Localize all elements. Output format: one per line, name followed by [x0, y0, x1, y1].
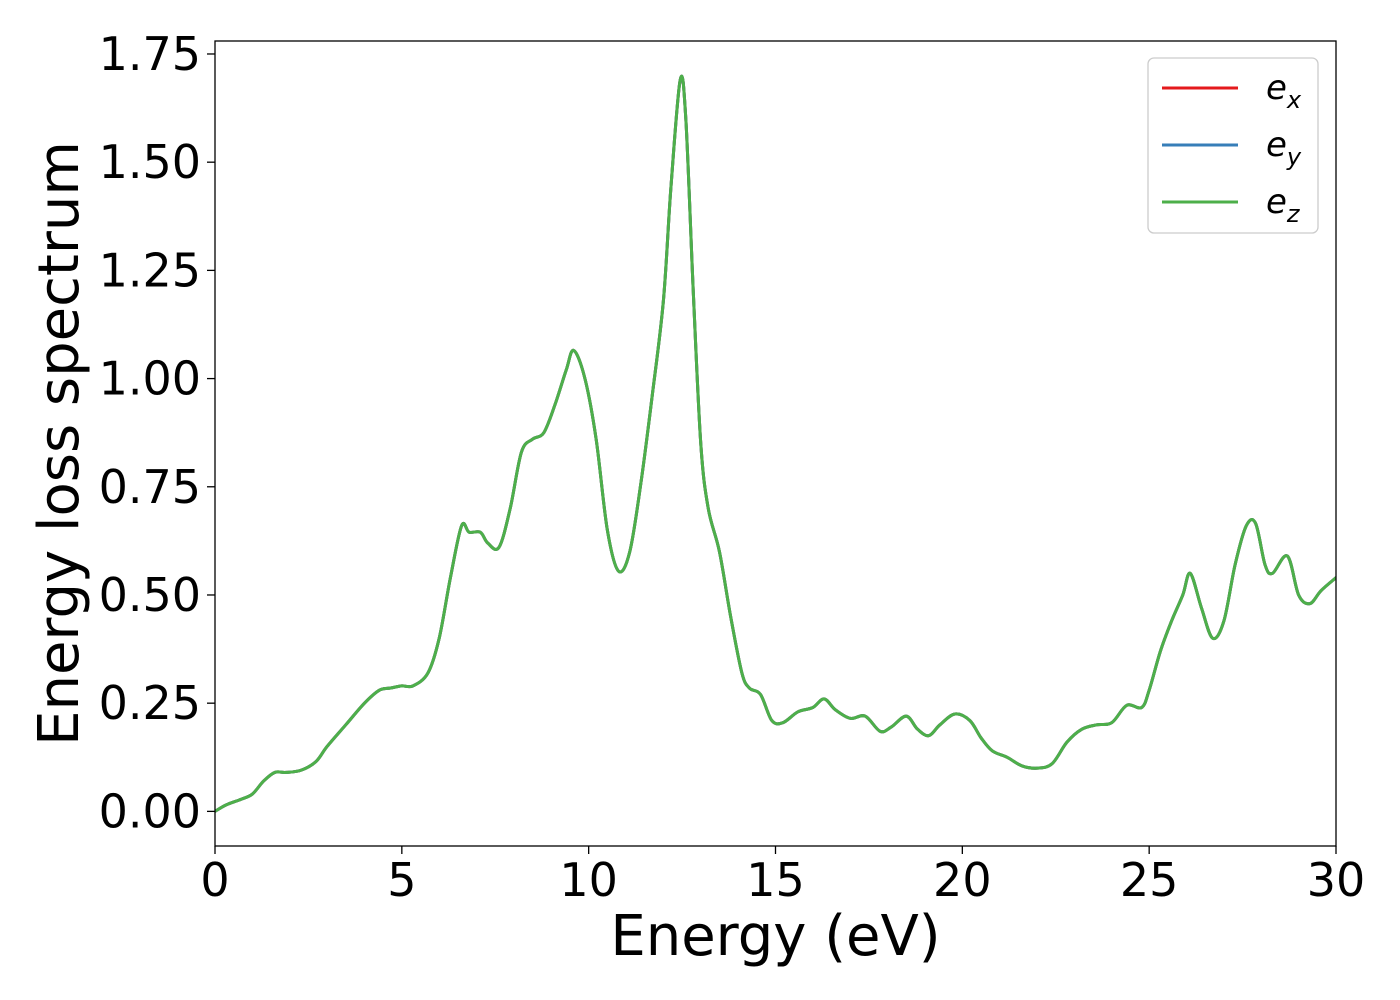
x-axis: 0 5 10 15 20 25 30 — [200, 846, 1365, 907]
y-tick-label: 0.00 — [99, 784, 201, 838]
x-tick-label: 0 — [200, 853, 229, 907]
y-tick-label: 1.50 — [99, 135, 201, 189]
y-tick-label: 0.25 — [99, 676, 201, 730]
y-tick-label: 1.25 — [99, 243, 201, 297]
legend-entry-ey: ey — [1266, 125, 1302, 171]
legend-entry-subscript: z — [1286, 200, 1301, 228]
series-line-ez — [215, 74, 1336, 813]
x-tick-label: 5 — [387, 853, 416, 907]
legend-entry-ez: ez — [1266, 182, 1301, 228]
x-tick-label: 10 — [559, 853, 618, 907]
legend-entry-ex: ex — [1266, 68, 1302, 114]
x-axis-label: Energy (eV) — [610, 904, 940, 969]
legend-entry-subscript: x — [1286, 86, 1302, 114]
series-layer — [215, 74, 1336, 813]
y-tick-label: 1.75 — [99, 27, 201, 81]
y-axis: 0.00 0.25 0.50 0.75 1.00 1.25 1.50 1.75 — [99, 27, 215, 838]
x-tick-label: 25 — [1120, 853, 1179, 907]
y-tick-label: 0.50 — [99, 568, 201, 622]
legend-entry-name: e — [1266, 68, 1287, 108]
y-axis-label: Energy loss spectrum — [27, 141, 92, 746]
x-tick-label: 20 — [933, 853, 992, 907]
x-tick-label: 15 — [746, 853, 805, 907]
legend-entry-name: e — [1266, 125, 1287, 165]
y-tick-label: 0.75 — [99, 460, 201, 514]
legend-entry-subscript: y — [1286, 143, 1302, 171]
y-tick-label: 1.00 — [99, 352, 201, 406]
x-tick-label: 30 — [1307, 853, 1366, 907]
legend-entry-name: e — [1266, 182, 1287, 222]
